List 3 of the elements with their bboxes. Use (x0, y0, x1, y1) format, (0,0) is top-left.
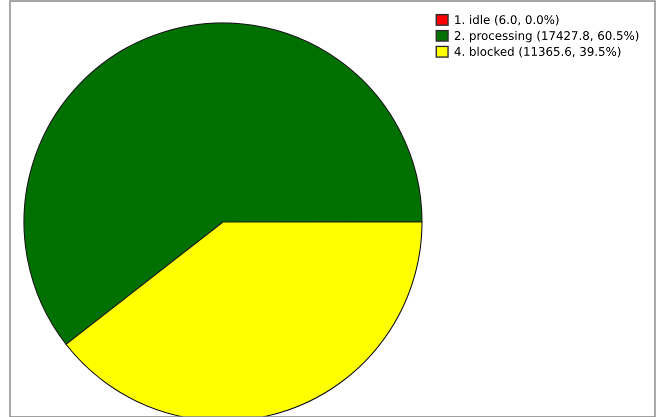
legend-label: 4. blocked (11365.6, 39.5%) (454, 46, 620, 58)
legend-label: 2. processing (17427.8, 60.5%) (454, 30, 638, 42)
legend-label: 1. idle (6.0, 0.0%) (455, 14, 559, 26)
